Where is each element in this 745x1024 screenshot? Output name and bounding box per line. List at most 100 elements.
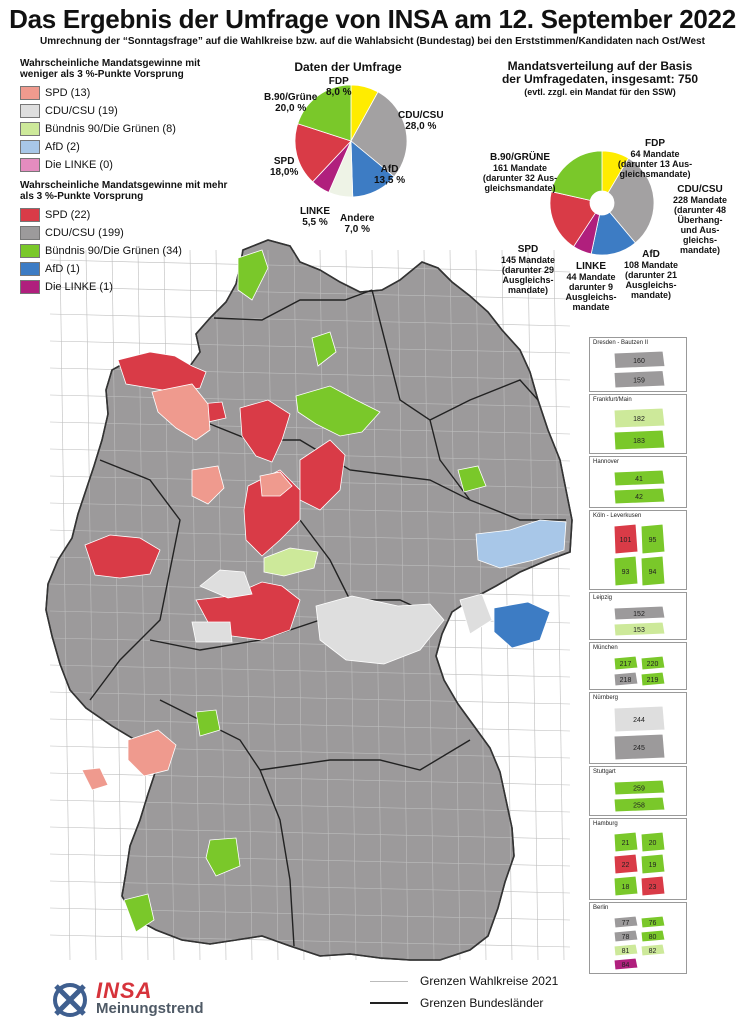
seats-label-party: AfD — [642, 249, 660, 260]
poll-label-fdp: FDP 8,0 % — [326, 76, 352, 98]
legend-swatch-linke-clear — [20, 280, 40, 294]
map-legend-label: Grenzen Bundesländer — [420, 996, 544, 1010]
inset-constituency — [613, 943, 639, 957]
seats-donut-chart — [550, 151, 654, 255]
inset-constituency — [613, 429, 666, 451]
legend-swatch-gruene-close — [20, 122, 40, 136]
germany-shape — [45, 239, 573, 961]
poll-label-party: B.90/Grüne — [264, 92, 318, 103]
seats-label-line: 145 Mandate — [500, 255, 556, 265]
inset-name: Leipzig — [593, 595, 613, 601]
inset-constituency — [613, 369, 666, 389]
inset-constituency — [640, 555, 666, 587]
legend-swatch-spd-clear — [20, 208, 40, 222]
inset-constituency — [640, 853, 666, 875]
inset-constituency — [613, 779, 666, 796]
seats-label-line: mandate) — [679, 245, 720, 255]
seats-label-line: 108 Mandate — [623, 260, 679, 270]
inset-constituency-number: 258 — [633, 803, 645, 810]
inset-map: 244 245 — [613, 705, 666, 761]
poll-label-party: FDP — [328, 76, 349, 87]
inset-constituency — [613, 875, 639, 897]
inset-constituency-number: 245 — [633, 745, 645, 752]
inset-name: Hamburg — [593, 821, 618, 827]
inset-map: 101 95 93 94 — [613, 523, 666, 587]
legend-label: CDU/CSU (19) — [45, 105, 118, 117]
seats-label-line: 228 Mandate — [672, 195, 728, 205]
inset-constituency-number: 41 — [635, 476, 643, 483]
seats-label-line: (darunter 21 — [624, 270, 677, 280]
inset-constituency — [613, 796, 666, 813]
inset-constituency-number: 218 — [620, 677, 632, 684]
seats-slice-cdu-csu — [607, 157, 654, 244]
seats-slice-spd — [550, 191, 596, 248]
inset-constituency-number: 159 — [633, 377, 645, 384]
poll-label-value: 7,0 % — [344, 224, 371, 235]
state-border — [259, 739, 471, 771]
poll-chart-title: Daten der Umfrage — [294, 60, 402, 74]
inset-constituency-number: 160 — [633, 358, 645, 365]
inset-map: 160 159 — [613, 350, 666, 389]
inset-constituency-number: 82 — [649, 948, 657, 955]
legend-label: AfD (2) — [45, 141, 80, 153]
seats-label-line: 64 Mandate — [630, 149, 680, 159]
constituency-region — [151, 383, 211, 441]
inset-constituency-number: 23 — [649, 884, 657, 891]
constituency-region — [84, 534, 161, 579]
seats-label-linke: LINKE 44 Mandate darunter 9 Ausgleichs- … — [556, 261, 626, 313]
inset-constituency-number: 183 — [633, 438, 645, 445]
constituency-border — [49, 880, 571, 894]
seats-label-line: (darunter 32 Aus- — [482, 173, 558, 183]
inset-constituency — [640, 523, 666, 555]
inset-hamburg: Hamburg 21 20 22 19 18 23 — [589, 818, 687, 900]
germany-border — [45, 239, 573, 961]
seats-label-line: Ausgleichs- — [565, 292, 617, 302]
seats-label-line: (darunter 29 — [501, 265, 554, 275]
inset-constituency-number: 94 — [649, 569, 657, 576]
inset-constituency-number: 21 — [622, 840, 630, 847]
inset-constituency-number: 78 — [622, 934, 630, 941]
inset-constituency-number: 80 — [649, 934, 657, 941]
map-legend-label: Grenzen Wahlkreise 2021 — [420, 974, 559, 988]
inset-constituency-number: 182 — [633, 416, 645, 423]
seats-label-line: mandate) — [630, 290, 671, 300]
poll-label-value: 13,5 % — [374, 175, 406, 186]
inset-constituency — [613, 853, 639, 875]
inset-constituency-number: 153 — [633, 627, 645, 634]
inset-berlin: Berlin 77 76 78 80 81 82 84 — [589, 902, 687, 974]
inset-k-ln-leverkusen: Köln - Leverkusen 101 95 93 94 — [589, 510, 687, 590]
inset-frankfurt-main: Frankfurt/Main 182 183 — [589, 394, 687, 454]
inset-constituency — [613, 705, 666, 733]
seats-label-line: gleichsmandate) — [484, 183, 556, 193]
seats-label-line: (darunter 13 Aus- — [617, 159, 693, 169]
inset-map: 182 183 — [613, 407, 666, 451]
constituency-border — [49, 583, 571, 597]
inset-constituency-number: 76 — [649, 920, 657, 927]
constituency-region — [263, 547, 319, 577]
seats-label-line: und Aus- — [680, 225, 720, 235]
inset-hannover: Hannover 41 42 — [589, 456, 687, 508]
inset-constituency-number: 220 — [647, 661, 659, 668]
constituency-border — [49, 934, 571, 948]
legend-swatch-cdu-close — [20, 104, 40, 118]
poll-label-party: Andere — [340, 213, 375, 224]
inset-constituency-number: 84 — [622, 962, 630, 969]
inset-map: 77 76 78 80 81 82 84 — [613, 915, 666, 971]
legend-label: Die LINKE (1) — [45, 281, 113, 293]
inset-constituency — [613, 655, 639, 671]
poll-label-party: LINKE — [300, 206, 330, 217]
inset-constituency-number: 19 — [649, 862, 657, 869]
inset-stuttgart: Stuttgart 259 258 — [589, 766, 687, 816]
legend-item-spd-close: SPD (13) — [20, 84, 240, 102]
page-title: Das Ergebnis der Umfrage von INSA am 12.… — [9, 4, 736, 34]
seats-label-party: LINKE — [576, 261, 606, 272]
legend-item-gruene-close: Bündnis 90/Die Grünen (8) — [20, 120, 240, 138]
seats-label-gruene: B.90/GRÜNE 161 Mandate (darunter 32 Aus-… — [480, 153, 560, 194]
constituency-region — [127, 729, 177, 777]
inset-name: München — [593, 645, 618, 651]
poll-pie-chart — [295, 85, 407, 197]
seats-label-fdp: FDP 64 Mandate (darunter 13 Aus- gleichs… — [605, 139, 705, 180]
inset-constituency-number: 20 — [649, 840, 657, 847]
inset-constituency-number: 22 — [622, 862, 630, 869]
